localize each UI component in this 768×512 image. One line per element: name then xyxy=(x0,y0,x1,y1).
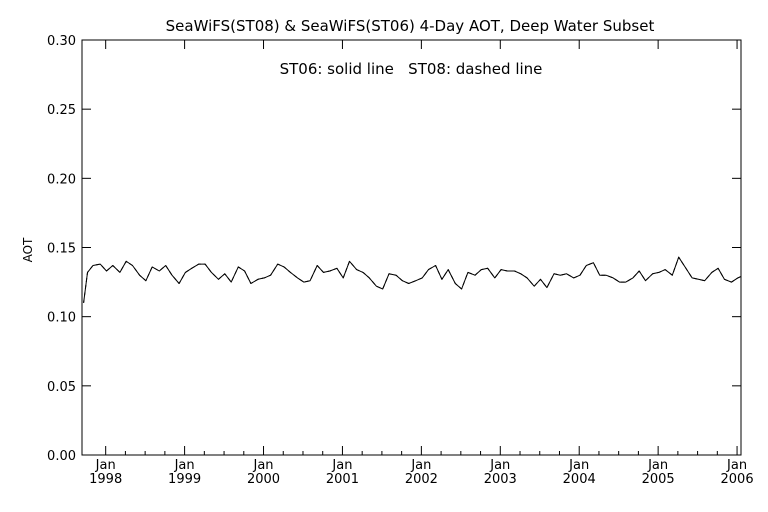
x-tick-year-label: 2005 xyxy=(642,472,675,487)
y-tick-label: 0.00 xyxy=(47,449,76,464)
x-tick-year-label: 2003 xyxy=(484,472,517,487)
y-axis: 0.00 0.05 0.10 0.15 0.20 0.25 0.30 xyxy=(47,34,741,464)
x-tick-month-label: Jan xyxy=(568,458,589,473)
x-tick-year-label: 2004 xyxy=(563,472,596,487)
x-tick-month-label: Jan xyxy=(174,458,195,473)
x-tick-year-label: 1998 xyxy=(89,472,122,487)
x-tick-month-label: Jan xyxy=(410,458,431,473)
x-tick-month-label: Jan xyxy=(331,458,352,473)
y-tick-label: 0.25 xyxy=(47,103,76,118)
x-tick-year-label: 2002 xyxy=(405,472,438,487)
series-line-st08 xyxy=(83,256,742,303)
series-layer xyxy=(83,256,742,303)
x-tick-year-label: 1999 xyxy=(168,472,201,487)
x-tick-month-label: Jan xyxy=(252,458,273,473)
x-tick-year-label: 2006 xyxy=(721,472,754,487)
y-tick-label: 0.10 xyxy=(47,311,76,326)
x-axis: Jan1998Jan1999Jan2000Jan2001Jan2002Jan20… xyxy=(89,40,754,487)
y-tick-label: 0.15 xyxy=(47,242,76,257)
x-tick-year-label: 2001 xyxy=(326,472,359,487)
plot-frame xyxy=(81,39,742,456)
x-tick-month-label: Jan xyxy=(726,458,747,473)
y-tick-label: 0.30 xyxy=(47,34,76,49)
x-tick-year-label: 2000 xyxy=(247,472,280,487)
series-line-st06 xyxy=(83,256,742,303)
y-tick-label: 0.05 xyxy=(47,380,76,395)
x-tick-month-label: Jan xyxy=(489,458,510,473)
y-tick-label: 0.20 xyxy=(47,172,76,187)
line-style-annotation: ST06: solid line ST08: dashed line xyxy=(280,60,543,78)
chart-title: SeaWiFS(ST08) & SeaWiFS(ST06) 4-Day AOT,… xyxy=(166,17,655,35)
x-tick-month-label: Jan xyxy=(95,458,116,473)
y-axis-label: AOT xyxy=(21,237,35,262)
x-tick-month-label: Jan xyxy=(647,458,668,473)
